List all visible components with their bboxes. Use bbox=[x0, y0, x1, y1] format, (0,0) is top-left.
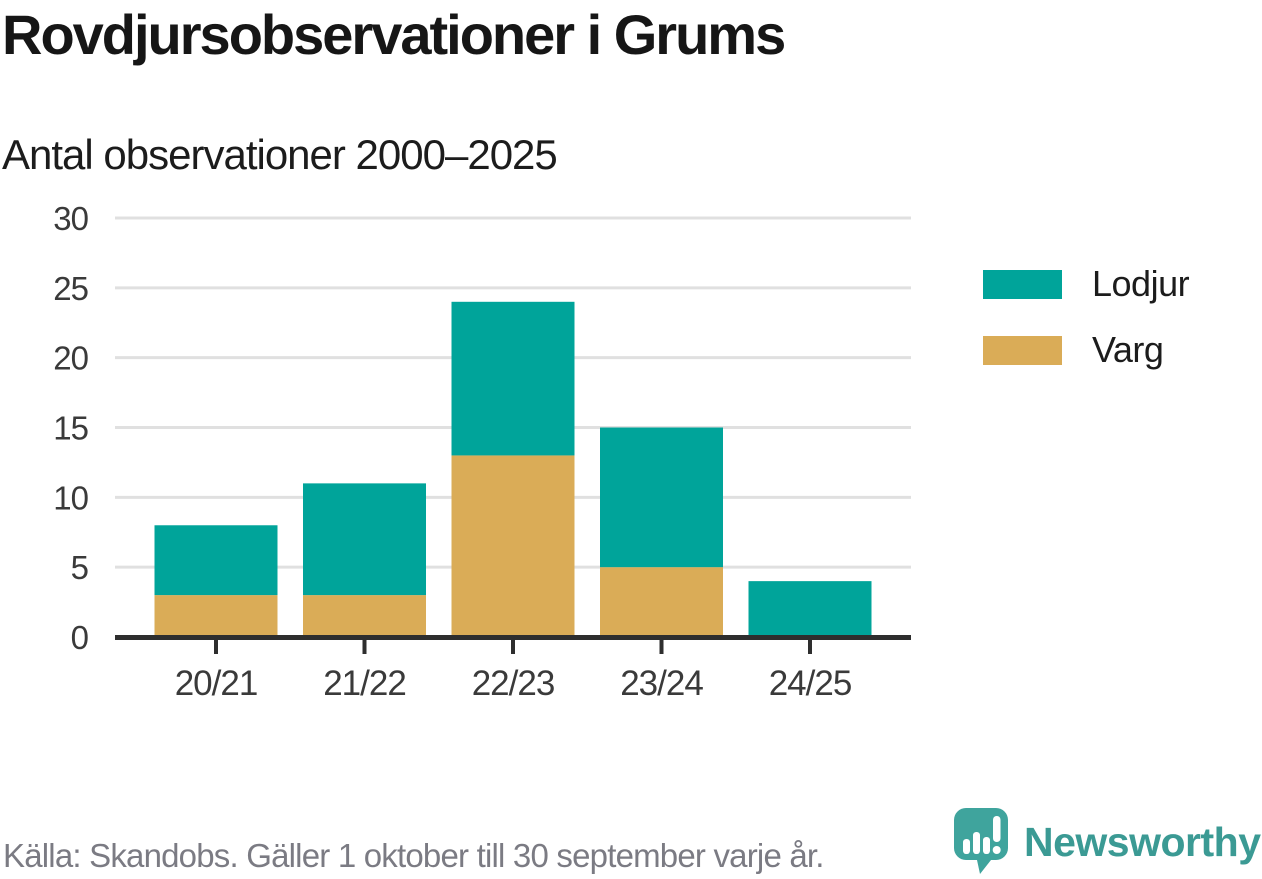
bar-22/23-varg bbox=[451, 455, 575, 637]
source-note: Källa: Skandobs. Gäller 1 oktober till 3… bbox=[3, 837, 824, 874]
brand-wordmark: Newsworthy bbox=[1024, 818, 1261, 865]
bar-20/21-lodjur bbox=[154, 525, 278, 596]
x-tick-label-24/25: 24/25 bbox=[769, 664, 852, 703]
legend-label-varg: Varg bbox=[1092, 329, 1164, 370]
x-tick-label-21/22: 21/22 bbox=[323, 664, 406, 703]
legend-item-varg: Varg bbox=[983, 329, 1189, 371]
bar-20/21-varg bbox=[154, 595, 278, 637]
bar-chart-speech-bubble-icon bbox=[954, 808, 1008, 874]
y-tick-label-15: 15 bbox=[53, 410, 88, 447]
newsworthy-logo: Newsworthy bbox=[950, 806, 1261, 878]
bar-21/22-lodjur bbox=[303, 483, 426, 596]
bar-22/23-lodjur bbox=[451, 301, 575, 456]
x-tick-label-23/24: 23/24 bbox=[620, 664, 703, 703]
bar-23/24-varg bbox=[600, 567, 723, 637]
chart-subtitle: Antal observationer 2000–2025 bbox=[2, 131, 558, 178]
legend-label-lodjur: Lodjur bbox=[1092, 263, 1190, 304]
bar-24/25-lodjur bbox=[748, 581, 872, 637]
y-tick-label-5: 5 bbox=[71, 549, 88, 586]
legend-item-lodjur: Lodjur bbox=[983, 263, 1190, 305]
y-tick-label-0: 0 bbox=[71, 619, 89, 656]
chart-title: Rovdjursobservationer i Grums bbox=[2, 3, 786, 66]
x-tick-label-20/21: 20/21 bbox=[175, 664, 258, 703]
y-tick-label-30: 30 bbox=[53, 200, 88, 237]
bar-23/24-lodjur bbox=[600, 427, 723, 568]
y-tick-label-10: 10 bbox=[53, 479, 88, 516]
legend: Lodjur Varg bbox=[983, 263, 1190, 371]
y-tick-label-20: 20 bbox=[53, 340, 88, 377]
bar-21/22-varg bbox=[303, 595, 426, 637]
legend-swatch-varg bbox=[983, 335, 1062, 365]
x-tick-label-22/23: 22/23 bbox=[472, 664, 555, 703]
stacked-bar-chart: 0 5 10 15 20 25 30 20/21 21/22 22/23 23/24 24/25 bbox=[53, 200, 911, 703]
y-tick-label-25: 25 bbox=[53, 270, 88, 307]
legend-swatch-lodjur bbox=[983, 269, 1062, 299]
